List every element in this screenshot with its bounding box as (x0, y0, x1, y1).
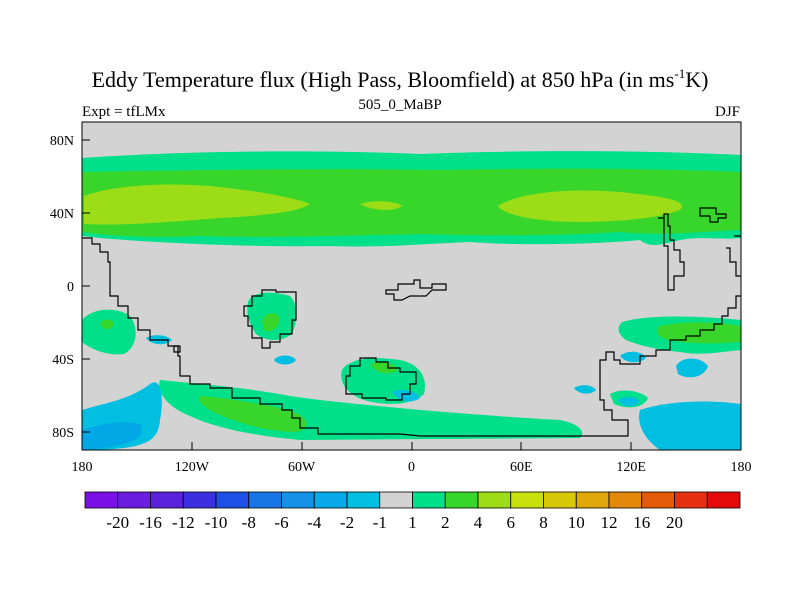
colorbar-label: -8 (242, 513, 256, 532)
x-tick-label: 180 (72, 460, 93, 475)
nh-band-4to6-west (84, 184, 310, 225)
colorbar-swatch (346, 491, 381, 509)
nh-band-4to6-east (498, 190, 682, 222)
colorbar-label: 1 (408, 513, 417, 532)
south-america-outline (243, 289, 297, 349)
axis-ticks (82, 139, 632, 450)
nw-pacific-islands (699, 207, 727, 223)
colorbar-label: -12 (172, 513, 195, 532)
ne-asia-outline (658, 213, 685, 291)
maritime-island-outline (385, 279, 447, 301)
colorbar-swatch (575, 491, 610, 509)
x-tick-label: 0 (408, 460, 415, 475)
colorbar-swatch (182, 491, 217, 509)
x-tick-label: 120E (616, 460, 646, 475)
x-tick-label: 120W (175, 460, 210, 475)
se-indian-blue (618, 397, 640, 407)
colorbar-swatch (379, 491, 413, 509)
colorbar-swatch (444, 491, 479, 509)
colorbar-label: -1 (373, 513, 387, 532)
s-atlantic-core (262, 313, 280, 332)
africa-outline (345, 357, 417, 401)
map-plot-area (82, 122, 741, 450)
x-tick-labels: 180 120W 60W 0 60E 120E 180 (72, 460, 752, 475)
colorbar-label: -10 (205, 513, 228, 532)
s-pacific-west-patch (82, 309, 136, 355)
y-tick-label: 40N (50, 207, 74, 222)
coastlines (82, 207, 741, 437)
colorbar-label: 2 (441, 513, 450, 532)
colorbar-swatch (412, 491, 446, 509)
colorbar-label: 16 (633, 513, 650, 532)
colorbar-swatch (608, 491, 643, 509)
se-pacific-blue (639, 401, 741, 450)
x-tick-label: 180 (731, 460, 752, 475)
colorbar-label: 8 (539, 513, 548, 532)
x-tick-label: 60E (510, 460, 533, 475)
colorbar-label: -2 (340, 513, 354, 532)
indian-ocean-blue (392, 390, 420, 402)
indian-ocean-core (370, 362, 398, 374)
colorbar-label: -16 (139, 513, 162, 532)
colorbar-label: 10 (568, 513, 585, 532)
s-pacific-west-core (100, 319, 114, 330)
colorbar-swatch (248, 491, 282, 509)
x-tick-label: 60W (288, 460, 316, 475)
nh-spot-4to6 (360, 201, 402, 210)
aus-blue-east (676, 358, 708, 378)
colorbar-swatch (543, 491, 577, 509)
colorbar-swatch (215, 491, 250, 509)
y-tick-label: 80N (50, 134, 74, 149)
madagascar-outline (173, 345, 181, 353)
title-superscript: -1 (674, 66, 686, 81)
title-end: K) (685, 67, 709, 92)
colorbar-swatch (674, 491, 708, 509)
aus-core (656, 322, 741, 344)
colorbar-swatch (281, 491, 315, 509)
colorbar-swatch (510, 491, 544, 509)
title-main: Eddy Temperature flux (High Pass, Bloomf… (91, 67, 675, 92)
colorbar-label: 20 (666, 513, 683, 532)
chart-title: Eddy Temperature flux (High Pass, Bloomf… (0, 66, 800, 93)
colorbar-swatch (706, 491, 741, 509)
colorbar (84, 491, 741, 509)
sw-pacific-blue-deep (82, 422, 142, 450)
colorbar-swatch (477, 491, 512, 509)
y-tick-label: 0 (67, 280, 74, 295)
colorbar-label: -6 (274, 513, 288, 532)
season-label: DJF (714, 104, 740, 120)
colorbar-swatch (150, 491, 184, 509)
colorbar-label: 6 (507, 513, 516, 532)
experiment-label: Expt = tfLMx (82, 104, 166, 120)
colorbar-labels: -20 -16 -12 -10 -8 -6 -4 -2 -1 1 2 4 6 8 10 12 16 20 (106, 513, 683, 532)
y-tick-label: 40S (52, 353, 74, 368)
colorbar-swatch (313, 491, 348, 509)
run-label: 505_0_MaBP (358, 97, 442, 113)
colorbar-label: 4 (474, 513, 483, 532)
colorbar-swatch (117, 491, 151, 509)
y-tick-labels: 80N 40N 0 40S 80S (50, 134, 74, 441)
americas-west-coast (82, 237, 741, 437)
southern-ocean-core (198, 396, 307, 432)
colorbar-swatch (641, 491, 675, 509)
colorbar-label: -4 (307, 513, 322, 532)
colorbar-label: -20 (106, 513, 129, 532)
s-atlantic-blue (274, 355, 296, 365)
colorbar-swatch (84, 491, 119, 509)
colorbar-label: 12 (601, 513, 618, 532)
far-east-outline (726, 235, 741, 277)
sw-indian-blue (574, 385, 596, 394)
y-tick-label: 80S (52, 426, 74, 441)
